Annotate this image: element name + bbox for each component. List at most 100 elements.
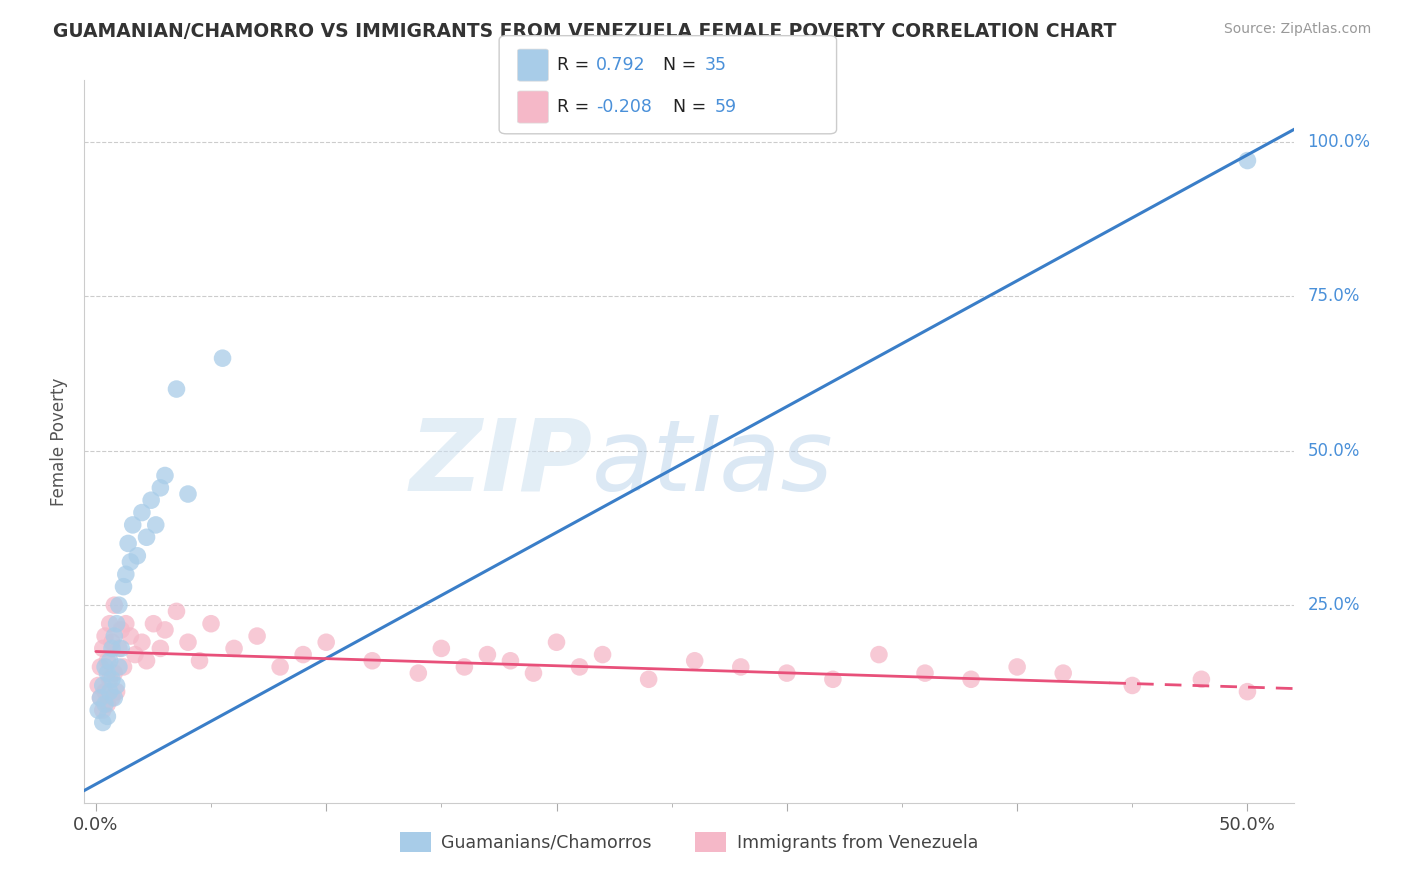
Point — [592, 648, 614, 662]
Text: 25.0%: 25.0% — [1308, 596, 1360, 615]
Point — [914, 666, 936, 681]
Point — [89, 690, 111, 705]
Point — [121, 517, 143, 532]
Point — [453, 660, 475, 674]
Point — [211, 351, 233, 366]
Point — [108, 660, 131, 674]
Point — [91, 715, 114, 730]
Point — [546, 635, 568, 649]
Point — [120, 629, 142, 643]
Point — [637, 673, 659, 687]
Point — [91, 641, 114, 656]
Point — [177, 487, 200, 501]
Point — [135, 530, 157, 544]
Point — [112, 660, 135, 674]
Point — [124, 648, 146, 662]
Point — [101, 673, 124, 687]
Text: -0.208: -0.208 — [596, 98, 652, 116]
Point — [105, 616, 128, 631]
Text: atlas: atlas — [592, 415, 834, 512]
Point — [98, 616, 121, 631]
Point — [522, 666, 544, 681]
Point — [683, 654, 706, 668]
Point — [103, 598, 125, 612]
Point — [101, 641, 124, 656]
Point — [149, 481, 172, 495]
Text: 75.0%: 75.0% — [1308, 287, 1360, 305]
Text: 0.792: 0.792 — [596, 56, 645, 74]
Point — [131, 506, 153, 520]
Point — [94, 629, 117, 643]
Point — [101, 690, 124, 705]
Point — [98, 673, 121, 687]
Point — [246, 629, 269, 643]
Point — [114, 567, 136, 582]
Point — [110, 641, 132, 656]
Point — [114, 616, 136, 631]
Point — [103, 629, 125, 643]
Point — [568, 660, 591, 674]
Point — [127, 549, 149, 563]
Point — [477, 648, 499, 662]
Point — [149, 641, 172, 656]
Point — [1189, 673, 1212, 687]
Point — [1121, 678, 1143, 692]
Point — [87, 703, 110, 717]
Point — [89, 660, 111, 674]
Point — [96, 709, 118, 723]
Point — [145, 517, 167, 532]
Point — [108, 641, 131, 656]
Point — [776, 666, 799, 681]
Point — [94, 660, 117, 674]
Point — [292, 648, 315, 662]
Text: N =: N = — [662, 98, 711, 116]
Point — [430, 641, 453, 656]
Point — [117, 536, 139, 550]
Point — [96, 654, 118, 668]
Point — [1005, 660, 1028, 674]
Text: GUAMANIAN/CHAMORRO VS IMMIGRANTS FROM VENEZUELA FEMALE POVERTY CORRELATION CHART: GUAMANIAN/CHAMORRO VS IMMIGRANTS FROM VE… — [53, 22, 1116, 41]
Text: R =: R = — [557, 56, 595, 74]
Text: ZIP: ZIP — [409, 415, 592, 512]
Point — [103, 666, 125, 681]
Point — [821, 673, 844, 687]
Point — [315, 635, 337, 649]
Point — [103, 690, 125, 705]
Point — [94, 697, 117, 711]
Point — [166, 604, 188, 618]
Point — [1236, 684, 1258, 698]
Point — [94, 684, 117, 698]
Point — [108, 598, 131, 612]
Point — [105, 684, 128, 698]
Point — [131, 635, 153, 649]
Point — [110, 623, 132, 637]
Point — [1052, 666, 1074, 681]
Point — [96, 697, 118, 711]
Point — [200, 616, 222, 631]
Point — [142, 616, 165, 631]
Text: Source: ZipAtlas.com: Source: ZipAtlas.com — [1223, 22, 1371, 37]
Point — [89, 690, 111, 705]
Point — [222, 641, 245, 656]
Text: 50.0%: 50.0% — [1308, 442, 1360, 459]
Point — [91, 703, 114, 717]
Point — [868, 648, 890, 662]
Point — [96, 666, 118, 681]
Point — [112, 580, 135, 594]
Point — [730, 660, 752, 674]
Point — [141, 493, 163, 508]
Point — [1236, 153, 1258, 168]
Point — [87, 678, 110, 692]
Text: 35: 35 — [704, 56, 727, 74]
Point — [101, 635, 124, 649]
Point — [166, 382, 188, 396]
Legend: Guamanians/Chamorros, Immigrants from Venezuela: Guamanians/Chamorros, Immigrants from Ve… — [392, 825, 986, 859]
Point — [269, 660, 291, 674]
Point — [499, 654, 522, 668]
Point — [91, 678, 114, 692]
Point — [153, 623, 176, 637]
Point — [153, 468, 176, 483]
Point — [120, 555, 142, 569]
Point — [408, 666, 430, 681]
Text: R =: R = — [557, 98, 595, 116]
